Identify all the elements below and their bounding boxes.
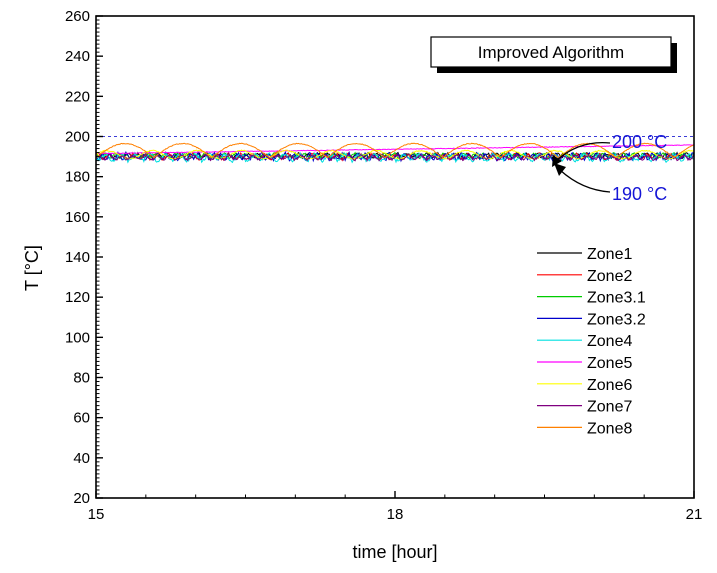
legend-item-zone3-1: Zone3.1 bbox=[537, 290, 646, 307]
legend-item-zone7: Zone7 bbox=[537, 399, 632, 416]
legend-label: Zone3.1 bbox=[587, 290, 646, 307]
annotation-arrow-190 bbox=[560, 170, 610, 192]
y-tick-label: 20 bbox=[73, 490, 90, 507]
legend-label: Zone5 bbox=[587, 355, 632, 372]
annotations: 200 °C 190 °C bbox=[552, 132, 667, 204]
y-tick-label: 40 bbox=[73, 450, 90, 467]
x-tick-label: 18 bbox=[387, 506, 404, 523]
y-tick-label: 80 bbox=[73, 370, 90, 387]
y-tick-label: 220 bbox=[65, 88, 90, 105]
y-tick-label: 200 bbox=[65, 129, 90, 146]
legend-item-zone1: Zone1 bbox=[537, 246, 632, 263]
x-axis: 15 18 21 bbox=[88, 491, 703, 523]
y-axis: 20 40 60 80 100 120 140 160 180 200 220 240 260 bbox=[65, 8, 103, 507]
legend-label: Zone7 bbox=[587, 399, 632, 416]
x-tick-label: 21 bbox=[686, 506, 703, 523]
annotation-190: 190 °C bbox=[554, 163, 667, 204]
legend-label: Zone4 bbox=[587, 333, 632, 350]
y-tick-label: 100 bbox=[65, 329, 90, 346]
annotation-label-200: 200 °C bbox=[612, 132, 667, 152]
series-layer bbox=[96, 143, 694, 162]
y-tick-label: 140 bbox=[65, 249, 90, 266]
chart-title: Improved Algorithm bbox=[478, 43, 624, 62]
y-tick-label: 60 bbox=[73, 410, 90, 427]
y-tick-label: 120 bbox=[65, 289, 90, 306]
y-tick-label: 260 bbox=[65, 8, 90, 25]
y-tick-label: 160 bbox=[65, 209, 90, 226]
x-tick-label: 15 bbox=[88, 506, 105, 523]
legend-label: Zone6 bbox=[587, 377, 632, 394]
y-axis-title: T [°C] bbox=[22, 245, 42, 291]
y-tick-label: 180 bbox=[65, 169, 90, 186]
legend-label: Zone3.2 bbox=[587, 311, 646, 328]
legend-label: Zone1 bbox=[587, 246, 632, 263]
legend: Zone1 Zone2 Zone3.1 Zone3.2 Zone4 Zone5 Zone6 Z… bbox=[537, 246, 646, 437]
y-tick-label: 240 bbox=[65, 48, 90, 65]
legend-item-zone3-2: Zone3.2 bbox=[537, 311, 646, 328]
legend-item-zone2: Zone2 bbox=[537, 268, 632, 285]
legend-item-zone5: Zone5 bbox=[537, 355, 632, 372]
legend-label: Zone2 bbox=[587, 268, 632, 285]
legend-label: Zone8 bbox=[587, 420, 632, 437]
legend-item-zone6: Zone6 bbox=[537, 377, 632, 394]
chart-title-box: Improved Algorithm bbox=[431, 37, 677, 73]
legend-item-zone8: Zone8 bbox=[537, 420, 632, 437]
annotation-label-190: 190 °C bbox=[612, 184, 667, 204]
legend-item-zone4: Zone4 bbox=[537, 333, 632, 350]
x-axis-title: time [hour] bbox=[352, 542, 437, 562]
